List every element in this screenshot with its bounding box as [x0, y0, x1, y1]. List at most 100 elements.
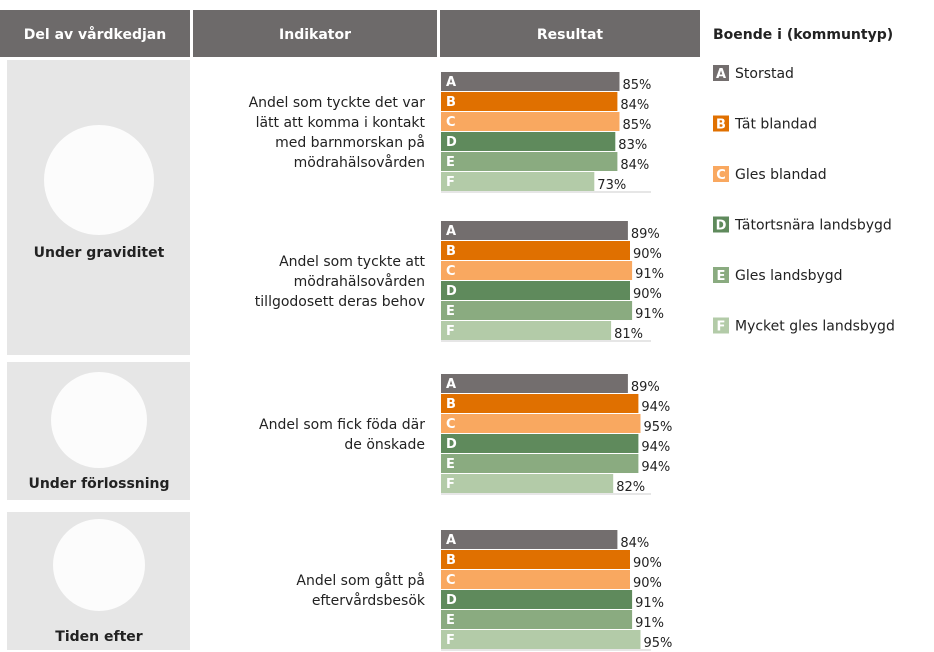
- bar-letter: F: [446, 633, 455, 648]
- legend-swatch: [713, 317, 729, 334]
- legend-letter: F: [717, 320, 726, 335]
- bar-letter: A: [446, 224, 456, 239]
- bar: [441, 474, 614, 493]
- bar: [441, 241, 630, 260]
- value-label: 95%: [644, 420, 673, 435]
- value-label: 82%: [616, 480, 645, 495]
- indicator-text: Andel som fick föda där: [259, 417, 425, 433]
- bar-letter: C: [446, 573, 456, 588]
- bar: [441, 590, 633, 609]
- value-label: 90%: [633, 576, 662, 591]
- legend-label: Storstad: [735, 66, 794, 82]
- bar-letter: B: [446, 95, 456, 110]
- bar-letter: F: [446, 477, 455, 492]
- bar: [441, 570, 630, 589]
- bar-letter: D: [446, 135, 457, 150]
- indicator-text: de önskade: [344, 437, 425, 453]
- value-label: 89%: [631, 227, 660, 242]
- bar-letter: B: [446, 553, 456, 568]
- indicator-text: mödrahälsovården: [294, 273, 425, 290]
- bar: [441, 454, 639, 473]
- bar: [441, 261, 633, 280]
- indicator-text: Andel som gått på: [296, 572, 425, 589]
- value-label: 91%: [635, 596, 664, 611]
- legend-label: Mycket gles landsbygd: [735, 319, 895, 335]
- bar-letter: B: [446, 244, 456, 259]
- bar-letter: C: [446, 417, 456, 432]
- legend-letter: E: [717, 269, 726, 284]
- bar: [441, 374, 628, 393]
- legend-letter: C: [716, 168, 726, 183]
- bar: [441, 321, 612, 340]
- header-text: Resultat: [537, 27, 604, 43]
- bar-letter: F: [446, 324, 455, 339]
- bar: [441, 172, 595, 191]
- value-label: 94%: [641, 400, 670, 415]
- indicator-text: med barnmorskan på: [275, 134, 425, 151]
- indicator-text: eftervårdsbesök: [312, 592, 426, 609]
- legend-swatch: [713, 65, 729, 81]
- bar-letter: E: [446, 613, 455, 628]
- indicator-text: lätt att komma i kontakt: [256, 115, 426, 131]
- indicator-text: Andel som tyckte att: [279, 254, 425, 270]
- indicator-text: tillgodosett deras behov: [255, 294, 425, 310]
- bar-letter: A: [446, 75, 456, 90]
- legend-swatch: [713, 216, 729, 233]
- bar: [441, 630, 641, 649]
- legend-swatch: [713, 166, 729, 182]
- bar: [441, 221, 628, 240]
- bar-letter: E: [446, 457, 455, 472]
- legend-letter: D: [716, 219, 727, 234]
- value-label: 89%: [631, 380, 660, 395]
- legend-swatch: [713, 267, 729, 283]
- bar: [441, 72, 620, 91]
- bar: [441, 281, 630, 300]
- bar: [441, 132, 616, 151]
- bar-letter: D: [446, 593, 457, 608]
- header-text: Del av vårdkedjan: [24, 26, 166, 43]
- value-label: 91%: [635, 616, 664, 631]
- bar: [441, 610, 633, 629]
- value-label: 84%: [620, 536, 649, 551]
- bar-letter: D: [446, 284, 457, 299]
- bar-letter: F: [446, 175, 455, 190]
- value-label: 84%: [620, 98, 649, 113]
- bar: [441, 152, 618, 171]
- value-label: 73%: [597, 178, 626, 193]
- bar: [441, 550, 630, 569]
- bar: [441, 414, 641, 433]
- value-label: 85%: [623, 118, 652, 133]
- value-label: 90%: [633, 556, 662, 571]
- bar: [441, 112, 620, 131]
- legend-label: Tätortsnära landsbygd: [734, 218, 892, 234]
- section-label: Under graviditet: [34, 245, 165, 261]
- bar-letter: A: [446, 533, 456, 548]
- value-label: 91%: [635, 267, 664, 282]
- value-label: 91%: [635, 307, 664, 322]
- value-label: 95%: [644, 636, 673, 651]
- bar-letter: E: [446, 155, 455, 170]
- bar: [441, 530, 618, 549]
- bar-letter: E: [446, 304, 455, 319]
- legend-label: Tät blandad: [734, 117, 817, 133]
- bar-letter: C: [446, 115, 456, 130]
- value-label: 84%: [620, 158, 649, 173]
- section-icon: [53, 519, 145, 611]
- bar: [441, 301, 633, 320]
- legend-letter: B: [716, 118, 726, 133]
- legend-title: Boende i (kommuntyp): [713, 27, 893, 43]
- section-icon: [44, 125, 154, 235]
- bar: [441, 394, 639, 413]
- bar-letter: D: [446, 437, 457, 452]
- header-cell: [440, 10, 700, 57]
- section-label: Under förlossning: [28, 476, 169, 492]
- value-label: 81%: [614, 327, 643, 342]
- bar: [441, 434, 639, 453]
- value-label: 90%: [633, 287, 662, 302]
- bar-letter: C: [446, 264, 456, 279]
- value-label: 85%: [623, 78, 652, 93]
- value-label: 90%: [633, 247, 662, 262]
- legend-label: Gles blandad: [735, 167, 827, 183]
- value-label: 94%: [641, 440, 670, 455]
